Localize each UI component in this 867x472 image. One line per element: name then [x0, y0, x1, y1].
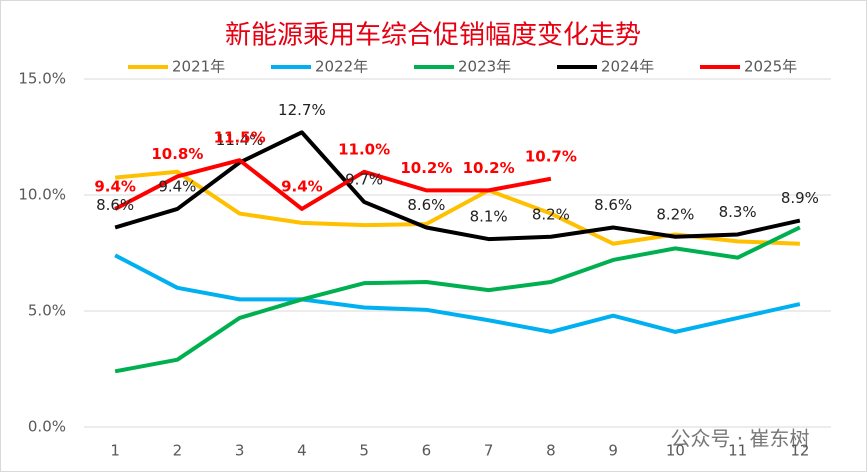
data-label: 12.7%: [278, 101, 326, 119]
data-label: 8.1%: [470, 208, 508, 226]
series-line: [114, 158, 552, 211]
chart-title: 新能源乘用车综合促销幅度变化走势: [225, 21, 641, 51]
data-label: 8.3%: [719, 203, 757, 221]
x-tick-label: 9: [608, 442, 618, 460]
data-label: 8.2%: [656, 205, 694, 223]
x-tick-label: 11: [728, 442, 747, 460]
data-label: 10.7%: [525, 147, 577, 165]
data-label: 9.4%: [158, 177, 196, 195]
x-tick-label: 12: [790, 442, 809, 460]
legend-label: 2022年: [315, 58, 368, 76]
data-label: 8.6%: [407, 196, 445, 214]
data-label: 11.5%: [214, 129, 266, 147]
legend: 2021年 2022年 2023年 2024年 2025年: [128, 58, 797, 76]
data-label: 10.2%: [400, 159, 452, 177]
data-label: 9.4%: [94, 177, 136, 195]
data-label: 10.8%: [151, 145, 203, 163]
legend-label: 2024年: [601, 58, 654, 76]
data-label: 9.7%: [345, 170, 383, 188]
x-tick-label: 1: [110, 442, 120, 460]
x-tick-label: 4: [297, 442, 307, 460]
data-label: 8.2%: [532, 205, 570, 223]
y-tick-label: 5.0%: [28, 302, 66, 320]
legend-label: 2023年: [458, 58, 511, 76]
legend-label: 2025年: [744, 58, 797, 76]
x-tick-label: 5: [359, 442, 369, 460]
x-tick-label: 10: [666, 442, 685, 460]
x-tick-label: 8: [546, 442, 556, 460]
data-label: 11.4%: [216, 131, 264, 149]
y-tick-label: 10.0%: [18, 186, 66, 204]
data-label: 8.9%: [781, 189, 819, 207]
series-line: [114, 253, 801, 334]
x-tick-label: 7: [484, 442, 494, 460]
y-tick-label: 0.0%: [28, 418, 66, 436]
x-tick-label: 2: [173, 442, 183, 460]
x-tick-label: 6: [422, 442, 432, 460]
series-line: [114, 225, 801, 374]
x-tick-label: 3: [235, 442, 245, 460]
y-tick-label: 15.0%: [18, 70, 66, 88]
data-label: 8.6%: [96, 196, 134, 214]
watermark: 公众号 · 崔东树: [670, 427, 809, 451]
series-line: [114, 130, 801, 242]
data-label: 9.4%: [281, 177, 323, 195]
data-label: 11.0%: [338, 140, 390, 158]
data-label: 8.6%: [594, 196, 632, 214]
data-label: 10.2%: [463, 159, 515, 177]
legend-label: 2021年: [172, 58, 225, 76]
